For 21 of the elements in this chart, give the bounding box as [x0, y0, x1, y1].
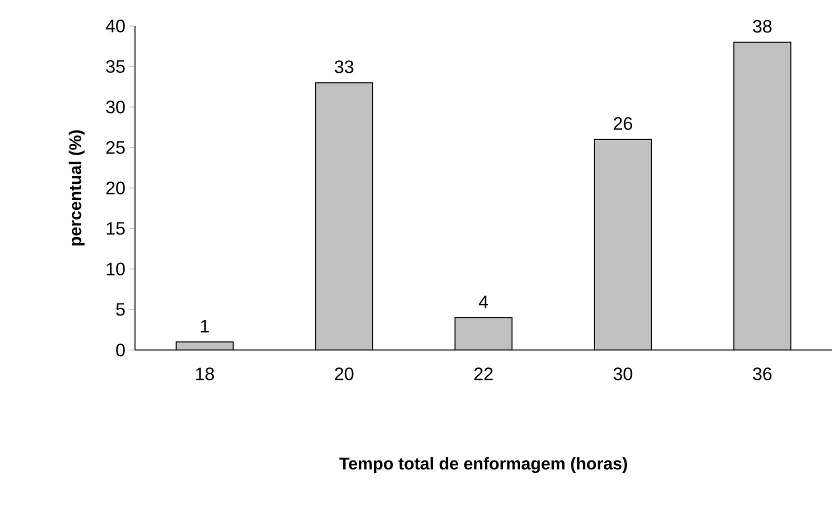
x-tick-label: 22	[474, 368, 493, 380]
y-tick-label: 40	[106, 20, 125, 32]
data-label: 26	[614, 117, 632, 130]
y-tick-label: 25	[106, 141, 125, 154]
y-tick-label: 35	[106, 60, 125, 73]
data-label: 33	[334, 60, 354, 74]
y-tick-label: 15	[106, 222, 125, 235]
y-tick-label: 10	[106, 262, 125, 276]
y-tick-label: 30	[106, 100, 125, 114]
data-label: 1	[201, 320, 209, 332]
y-axis-title: percentual (%)	[68, 130, 85, 246]
x-tick-label: 30	[614, 368, 632, 380]
x-axis-title: Tempo total de enformagem (horas)	[339, 457, 628, 474]
data-label: 38	[752, 20, 772, 33]
y-tick-label: 20	[106, 182, 125, 194]
y-tick-label: 5	[116, 303, 125, 316]
data-label: 4	[478, 296, 488, 308]
x-tick-label: 18	[196, 368, 214, 380]
x-tick-label: 20	[334, 368, 354, 380]
x-tick-label: 36	[752, 368, 772, 380]
y-tick-label: 0	[116, 344, 125, 356]
